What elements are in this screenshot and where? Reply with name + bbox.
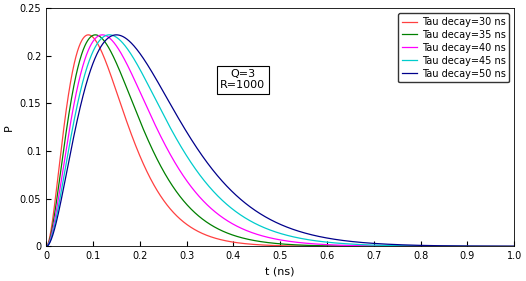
Tau decay=30 ns (43, 245, 49, 248)
Tau decay=40 ns (258, 234, 265, 237)
Tau decay=40 ns (498, 245, 504, 248)
Text: Q=3
R=1000: Q=3 R=1000 (220, 69, 265, 90)
Tau decay=45 ns (271, 230, 277, 233)
Line: Tau decay=40 ns: Tau decay=40 ns (46, 35, 514, 246)
Tau decay=45 ns (412, 244, 418, 248)
Tau decay=45 ns (498, 245, 504, 248)
Tau decay=50 ns (412, 244, 418, 247)
Tau decay=50 ns (67, 153, 73, 157)
Tau decay=30 ns (498, 245, 504, 248)
Tau decay=30 ns (412, 245, 418, 248)
Tau decay=40 ns (511, 245, 518, 248)
Tau decay=30 ns (67, 83, 73, 87)
Line: Tau decay=30 ns: Tau decay=30 ns (46, 35, 514, 246)
X-axis label: t (ns): t (ns) (266, 267, 295, 277)
Tau decay=45 ns (67, 140, 73, 143)
Tau decay=40 ns (271, 237, 277, 240)
Tau decay=30 ns (258, 243, 265, 247)
Tau decay=40 ns (43, 245, 49, 248)
Tau decay=45 ns (106, 33, 113, 37)
Tau decay=50 ns (43, 245, 49, 248)
Line: Tau decay=50 ns: Tau decay=50 ns (46, 35, 514, 246)
Tau decay=50 ns (271, 220, 277, 223)
Tau decay=40 ns (99, 33, 106, 37)
Tau decay=35 ns (412, 245, 418, 248)
Tau decay=50 ns (258, 213, 265, 216)
Tau decay=35 ns (498, 245, 504, 248)
Tau decay=35 ns (67, 105, 73, 108)
Tau decay=40 ns (498, 245, 504, 248)
Tau decay=35 ns (271, 242, 277, 245)
Tau decay=30 ns (271, 244, 277, 247)
Tau decay=50 ns (511, 245, 518, 248)
Tau decay=35 ns (511, 245, 518, 248)
Tau decay=30 ns (498, 245, 504, 248)
Tau decay=40 ns (67, 124, 73, 127)
Legend: Tau decay=30 ns, Tau decay=35 ns, Tau decay=40 ns, Tau decay=45 ns, Tau decay=50: Tau decay=30 ns, Tau decay=35 ns, Tau de… (398, 13, 509, 82)
Line: Tau decay=45 ns: Tau decay=45 ns (46, 35, 514, 246)
Tau decay=40 ns (412, 244, 418, 248)
Tau decay=50 ns (498, 244, 504, 248)
Tau decay=45 ns (43, 245, 49, 248)
Y-axis label: P: P (4, 124, 14, 131)
Tau decay=50 ns (113, 33, 119, 37)
Tau decay=45 ns (511, 245, 518, 248)
Tau decay=45 ns (258, 225, 265, 228)
Tau decay=35 ns (498, 245, 504, 248)
Tau decay=35 ns (258, 240, 265, 243)
Tau decay=45 ns (498, 245, 504, 248)
Line: Tau decay=35 ns: Tau decay=35 ns (46, 35, 514, 246)
Tau decay=30 ns (511, 245, 518, 248)
Tau decay=50 ns (498, 244, 504, 248)
Tau decay=35 ns (43, 245, 49, 248)
Tau decay=30 ns (85, 33, 92, 37)
Tau decay=35 ns (92, 33, 98, 37)
